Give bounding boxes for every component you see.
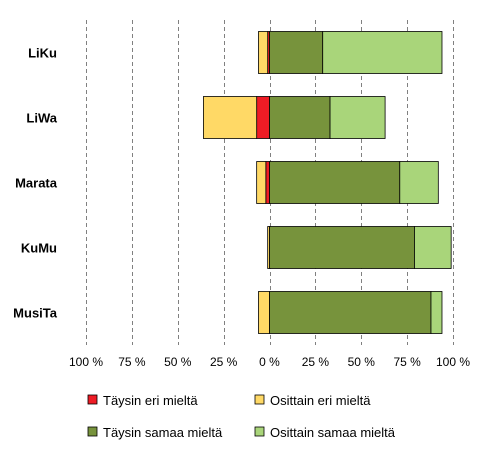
category-label: Marata <box>15 176 58 191</box>
legend-swatch <box>254 394 265 405</box>
legend-label: Täysin eri mieltä <box>103 393 198 408</box>
legend-swatch <box>87 426 98 437</box>
bar-segment <box>269 161 401 204</box>
x-tick-labels: 100 % 75 % 50 % 25 % 0 % 25 % 50 % 75 % 100 % <box>69 355 470 369</box>
legend-label: Täysin samaa mieltä <box>103 425 223 440</box>
bar-segment <box>256 96 270 139</box>
bar-segment <box>399 161 439 204</box>
legend-item: Täysin samaa mieltä <box>87 425 223 440</box>
bar-segment <box>269 291 432 334</box>
bar-segment <box>269 226 415 269</box>
legend-item: Osittain eri mieltä <box>254 393 371 408</box>
legend-item: Täysin eri mieltä <box>87 393 198 408</box>
legend-item: Osittain samaa mieltä <box>254 425 396 440</box>
category-label: KuMu <box>21 241 57 256</box>
x-tick-label: 0 % <box>259 355 280 369</box>
category-labels: LiKu LiWa Marata KuMu MusiTa <box>13 46 58 321</box>
category-label: LiKu <box>28 46 57 61</box>
legend-label: Osittain samaa mieltä <box>270 425 396 440</box>
bar-segment <box>430 291 443 334</box>
x-tick-label: 50 % <box>164 355 192 369</box>
x-tick-label: 50 % <box>348 355 376 369</box>
bar-segment <box>258 31 269 74</box>
bars <box>203 31 452 334</box>
category-label: LiWa <box>26 111 57 126</box>
x-tick-label: 75 % <box>393 355 421 369</box>
legend-label: Osittain eri mieltä <box>270 393 371 408</box>
category-label: MusiTa <box>13 306 58 321</box>
bar-segment <box>265 161 270 204</box>
x-tick-label: 100 % <box>69 355 103 369</box>
bar-segment <box>269 31 324 74</box>
bar-segment <box>258 291 270 334</box>
bar-segment <box>269 96 331 139</box>
bar-segment <box>256 161 267 204</box>
x-tick-label: 75 % <box>118 355 146 369</box>
x-tick-label: 100 % <box>436 355 470 369</box>
bar-segment <box>414 226 452 269</box>
bar-segment <box>322 31 443 74</box>
x-tick-label: 25 % <box>210 355 238 369</box>
legend-swatch <box>254 426 265 437</box>
legend-swatch <box>87 394 98 405</box>
x-tick-label: 25 % <box>302 355 330 369</box>
legend: Täysin eri mieltä Osittain eri mieltä Täys… <box>87 393 396 440</box>
bar-segment <box>203 96 258 139</box>
bar-segment <box>329 96 386 139</box>
